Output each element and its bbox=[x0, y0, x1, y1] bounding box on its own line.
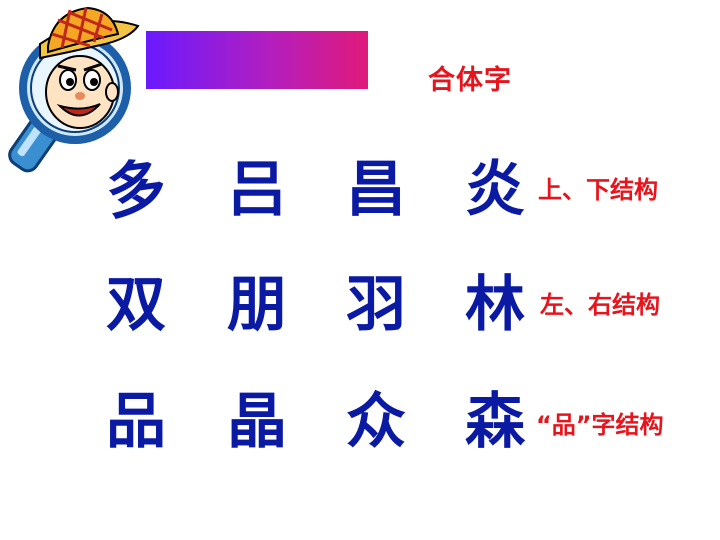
structure-label-3: “品”字结构 bbox=[536, 411, 664, 439]
char-row3-2: 晶 bbox=[227, 387, 287, 457]
structure-label-2: 左、右结构 bbox=[540, 291, 660, 319]
char-row3-4: 森 bbox=[465, 387, 525, 457]
page-title: 合体字 bbox=[428, 65, 512, 96]
structure-label-1: 上、下结构 bbox=[538, 176, 658, 204]
magnifier-mascot-icon bbox=[8, 6, 140, 173]
char-row1-1: 多 bbox=[101, 151, 171, 229]
char-row2-2: 朋 bbox=[227, 270, 287, 340]
char-row2-4: 林 bbox=[465, 270, 525, 340]
char-row2-3: 羽 bbox=[346, 270, 406, 340]
char-row3-3: 众 bbox=[346, 387, 406, 457]
char-row1-2: 吕 bbox=[227, 155, 287, 225]
gradient-banner bbox=[146, 31, 368, 89]
char-row2-1: 双 bbox=[106, 270, 166, 340]
char-row3-1: 品 bbox=[106, 387, 166, 457]
char-row1-4: 炎 bbox=[465, 155, 525, 225]
char-row1-3: 昌 bbox=[346, 155, 406, 225]
